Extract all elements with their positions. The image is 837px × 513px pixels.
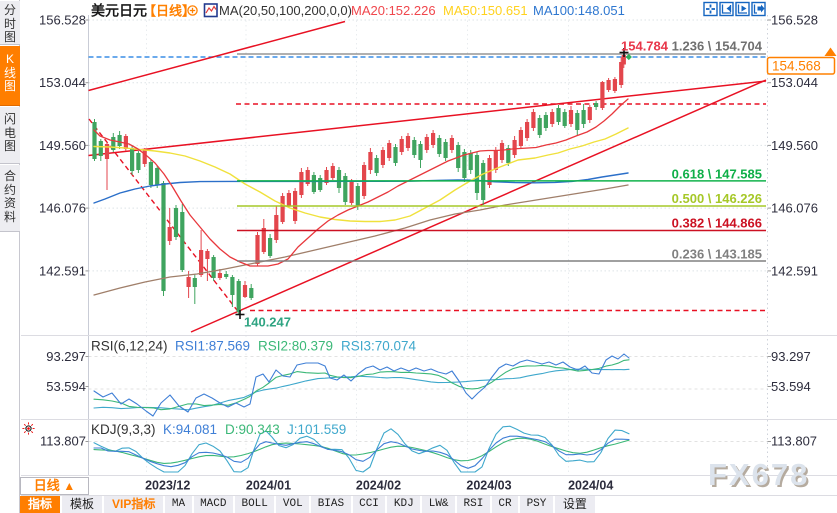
svg-text:149.560: 149.560: [771, 138, 818, 153]
svg-text:142.591: 142.591: [771, 263, 818, 278]
svg-text:146.076: 146.076: [771, 201, 818, 216]
svg-text:156.528: 156.528: [771, 13, 818, 28]
svg-text:RSI2:80.379: RSI2:80.379: [258, 339, 333, 354]
svg-text:0.236 \ 143.185: 0.236 \ 143.185: [672, 247, 762, 262]
svg-text:RSI(6,12,24): RSI(6,12,24): [91, 339, 168, 354]
svg-text:53.594: 53.594: [771, 379, 811, 394]
svg-text:FX678: FX678: [708, 457, 809, 492]
svg-text:154.784: 154.784: [621, 39, 669, 54]
svg-text:113.807: 113.807: [40, 434, 86, 449]
svg-text:93.297: 93.297: [46, 349, 86, 364]
svg-text:RSI1:87.569: RSI1:87.569: [175, 339, 250, 354]
svg-text:156.528: 156.528: [39, 13, 86, 28]
svg-text:0.382 \ 144.866: 0.382 \ 144.866: [672, 216, 762, 231]
svg-text:0.500 \ 146.226: 0.500 \ 146.226: [672, 191, 762, 206]
svg-text:D:90.343: D:90.343: [225, 422, 280, 437]
svg-text:K:94.081: K:94.081: [163, 422, 217, 437]
svg-text:153.044: 153.044: [39, 75, 86, 90]
svg-text:2024/03: 2024/03: [466, 479, 511, 493]
svg-text:MA50:150.651: MA50:150.651: [443, 3, 528, 18]
svg-text:【日线】: 【日线】: [143, 4, 195, 19]
svg-text:2024/04: 2024/04: [568, 479, 613, 493]
svg-text:2023/12: 2023/12: [145, 479, 190, 493]
svg-text:0.618 \ 147.585: 0.618 \ 147.585: [672, 167, 762, 182]
svg-text:113.807: 113.807: [771, 434, 817, 449]
svg-text:153.044: 153.044: [771, 75, 818, 90]
svg-text:MA(20,50,100,200,0,0): MA(20,50,100,200,0,0): [219, 3, 352, 18]
svg-text:RSI3:70.074: RSI3:70.074: [341, 339, 417, 354]
svg-text:美元日元: 美元日元: [91, 3, 147, 19]
svg-text:MA20:152.226: MA20:152.226: [351, 3, 436, 18]
svg-text:149.560: 149.560: [39, 138, 86, 153]
svg-text:140.247: 140.247: [244, 315, 291, 330]
svg-text:FX678: FX678: [710, 459, 811, 494]
svg-text:J:101.559: J:101.559: [287, 422, 346, 437]
svg-text:1.236 \ 154.704: 1.236 \ 154.704: [672, 39, 763, 54]
svg-text:2024/02: 2024/02: [356, 479, 401, 493]
svg-text:146.076: 146.076: [39, 201, 86, 216]
svg-text:154.568: 154.568: [772, 59, 821, 74]
svg-text:142.591: 142.591: [39, 263, 86, 278]
svg-text:53.594: 53.594: [46, 379, 86, 394]
svg-text:MA100:148.051: MA100:148.051: [533, 3, 625, 18]
svg-text:KDJ(9,3,3): KDJ(9,3,3): [91, 422, 156, 437]
svg-text:93.297: 93.297: [771, 349, 811, 364]
svg-text:2024/01: 2024/01: [246, 479, 291, 493]
